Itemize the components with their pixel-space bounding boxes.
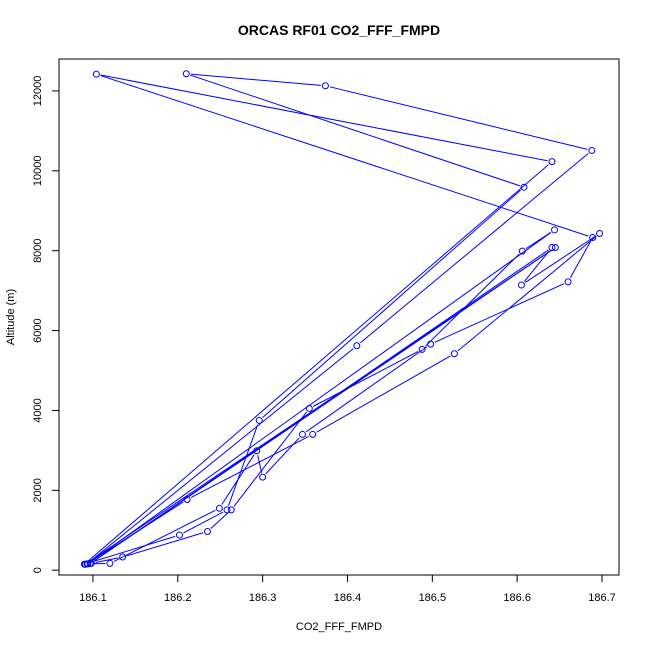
series-layer xyxy=(80,70,603,568)
series-line xyxy=(126,532,204,557)
data-point xyxy=(175,531,183,539)
x-tick-label: 186.6 xyxy=(503,592,531,604)
data-point xyxy=(92,70,100,78)
data-point xyxy=(81,560,89,568)
data-point xyxy=(551,244,559,252)
chart-title: ORCAS RF01 CO2_FFF_FMPD xyxy=(238,22,440,38)
y-tick-label: 2000 xyxy=(32,478,44,502)
series-line xyxy=(88,535,176,564)
series-line xyxy=(233,411,307,507)
y-axis: 0 2000 4000 6000 8000 10000 12000 xyxy=(32,76,59,573)
series-line xyxy=(100,74,548,162)
data-point xyxy=(223,506,231,514)
y-tick-label: 12000 xyxy=(32,76,44,107)
x-tick-label: 186.5 xyxy=(419,592,447,604)
y-tick-label: 6000 xyxy=(32,318,44,342)
series-line xyxy=(183,511,224,534)
series-line xyxy=(257,455,263,473)
data-point xyxy=(183,496,191,504)
series-line xyxy=(90,348,354,562)
series-line xyxy=(190,74,520,187)
data-point xyxy=(595,230,603,238)
series-line xyxy=(434,283,565,343)
y-tick-label: 4000 xyxy=(32,398,44,422)
series-line xyxy=(88,249,552,563)
x-axis-label: CO2_FFF_FMPD xyxy=(296,621,382,633)
series-line xyxy=(425,253,520,347)
data-point xyxy=(253,447,261,455)
plot-frame xyxy=(58,58,620,576)
y-tick-label: 0 xyxy=(32,567,44,573)
data-point xyxy=(518,247,526,255)
series-line xyxy=(316,355,451,433)
data-point xyxy=(551,226,559,234)
series-line xyxy=(305,346,428,433)
y-tick-label: 8000 xyxy=(32,238,44,262)
data-point xyxy=(589,234,597,242)
data-point xyxy=(255,416,263,424)
series-line xyxy=(100,75,589,237)
x-tick-label: 186.1 xyxy=(79,592,107,604)
series-line xyxy=(190,73,321,86)
x-tick-label: 186.3 xyxy=(249,592,277,604)
x-tick-label: 186.7 xyxy=(588,592,616,604)
data-point xyxy=(119,553,127,561)
data-point xyxy=(588,146,596,154)
data-point xyxy=(427,340,435,348)
x-tick-label: 186.4 xyxy=(334,592,362,604)
series-line xyxy=(359,152,589,344)
x-axis: 186.1 186.2 186.3 186.4 186.5 186.6 186.7 xyxy=(79,575,616,604)
data-point xyxy=(106,559,114,567)
series-line xyxy=(190,436,309,498)
series-line xyxy=(329,86,588,150)
data-point xyxy=(517,281,525,289)
series-line xyxy=(457,236,597,352)
data-point xyxy=(299,430,307,438)
series-line xyxy=(262,189,521,418)
data-point xyxy=(182,70,190,78)
series-line xyxy=(87,164,549,562)
data-point xyxy=(418,345,426,353)
data-point xyxy=(353,342,361,350)
series-line xyxy=(313,350,419,407)
data-point xyxy=(520,183,528,191)
data-point xyxy=(215,504,223,512)
data-point xyxy=(564,278,572,286)
data-point xyxy=(548,158,556,166)
data-point xyxy=(450,350,458,358)
data-point xyxy=(227,506,235,514)
series-line xyxy=(113,509,216,562)
data-point xyxy=(259,473,267,481)
data-point xyxy=(309,430,317,438)
series-line xyxy=(95,557,119,564)
x-tick-label: 186.2 xyxy=(164,592,192,604)
series-line xyxy=(523,250,550,282)
y-tick-label: 10000 xyxy=(32,156,44,187)
series-line xyxy=(91,232,552,562)
data-point xyxy=(203,527,211,535)
data-point xyxy=(86,559,94,567)
data-point xyxy=(321,82,329,90)
series-line xyxy=(569,241,591,279)
data-point xyxy=(548,244,556,252)
series-line xyxy=(228,424,259,506)
y-axis-label: Altitude (m) xyxy=(5,289,17,345)
series-line xyxy=(210,512,229,529)
data-point xyxy=(305,404,313,412)
series-line xyxy=(524,235,597,283)
